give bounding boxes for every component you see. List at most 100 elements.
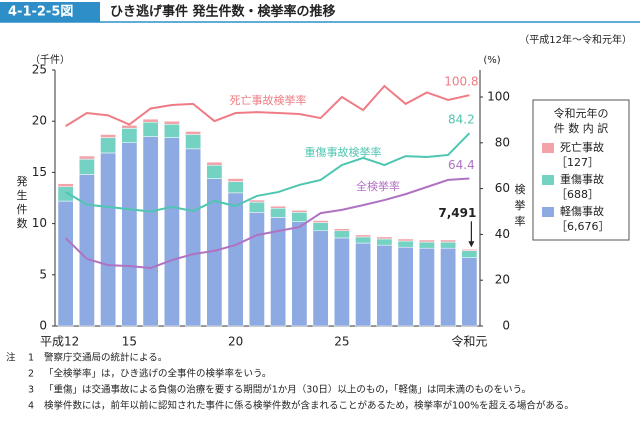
bar-segment [227,178,244,182]
bar-segment [78,174,95,327]
bar-segment [312,222,329,232]
bar-segment [376,244,393,327]
y2-tick-label: 60 [495,181,510,195]
y-label: 数 [17,217,28,230]
line-label: 全検挙率 [356,179,400,193]
bar-segment [291,221,308,327]
y2-tick-label: 20 [495,273,510,287]
bar-segment [418,241,435,249]
bar-segment [440,239,457,243]
y-tick-label: 20 [32,114,47,128]
bar-segment [57,183,74,187]
arrow-head [468,241,475,248]
bar-segment [142,136,159,327]
bar-segment [291,212,308,222]
figure-number: 4-1-2-5図 [8,5,73,20]
bar-segment [163,124,180,138]
y-tick-label: 15 [32,165,47,179]
note: 「全検挙率」は，ひき逃げの全事件の検挙率をいう。 [44,368,271,380]
y2-label: 率 [515,214,526,228]
bar-segment [206,161,223,166]
y-label: 生 [17,188,28,202]
bar-segment [185,131,202,135]
value-label: 64.4 [448,158,475,172]
y-tick-label: 5 [39,267,47,281]
note: 3 [28,385,34,396]
legend-label: 軽傷事故 [560,204,604,218]
bar-segment [100,134,117,138]
y2-tick-label: 0 [502,319,510,333]
bar-segment [163,120,180,125]
y-label: 件 [17,203,28,216]
bar-segment [142,118,159,123]
y2-tick-label: 40 [495,227,510,241]
bar-segment [376,238,393,246]
note: 注 [6,352,16,364]
bar-segment [397,238,414,242]
y2-tick-label: 80 [495,135,510,149]
bar-segment [78,158,95,175]
bar-segment [121,128,138,143]
bar-segment [100,137,117,154]
bar-segment [440,241,457,249]
bar-segment [270,207,287,218]
note: 警察庁交通局の統計による。 [44,352,167,364]
bar-segment [248,201,265,213]
bar-segment [206,164,223,179]
total-label: 7,491 [438,206,476,220]
y-label: 発 [17,174,28,188]
line-label: 死亡事故検挙率 [230,93,307,107]
bar-segment [270,205,287,209]
bar-segment [185,134,202,150]
bar-segment [78,155,95,160]
bar-segment [397,246,414,327]
legend-count: ［127］ [556,156,599,169]
bar-segment [227,181,244,194]
bar-segment [333,230,350,239]
bar-segment [376,236,393,240]
y-unit: （千件） [30,54,70,66]
bar-segment [355,234,372,238]
y2-label: 挙 [515,199,526,212]
y2-tick-label: 100 [487,90,510,104]
x-tick-label: 25 [334,335,349,349]
value-label: 100.8 [444,75,478,89]
legend-box [532,99,630,241]
bar-segment [185,148,202,327]
bar-segment [121,125,138,129]
bar-segment [57,200,74,327]
legend-title: 件 数 内 訳 [554,121,609,135]
bar-segment [57,186,74,202]
note: 「重傷」は交通事故による負傷の治療を要する期間が1か月（30日）以上のもの，「軽… [44,384,531,396]
bar-segment [418,247,435,327]
legend-count: ［688］ [556,188,599,201]
x-tick-label: 20 [228,335,243,349]
bar-segment [355,236,372,244]
line-label: 重傷事故検挙率 [305,145,382,159]
bar-segment [270,217,287,327]
note: 1 [28,353,34,364]
x-tick-label: 令和元 [451,334,487,349]
legend-swatch [542,175,554,185]
bar-segment [461,249,478,251]
y-tick-label: 10 [32,216,47,230]
bar-segment [312,220,329,223]
line [65,132,471,213]
line [64,177,470,270]
bar-segment [142,121,159,137]
legend-swatch [542,207,554,217]
x-tick-label: 15 [122,335,137,349]
bar-segment [333,237,350,327]
bar-segment [461,250,478,258]
bar-segment [100,152,117,327]
legend-label: 重傷事故 [560,172,604,186]
legend-swatch [542,143,554,153]
bar-segment [355,242,372,327]
bar-segment [163,137,180,327]
bar-segment [248,212,265,327]
bar-segment [312,230,329,327]
legend-title: 令和元年の [554,106,609,120]
bar-segment [227,192,244,327]
bar-segment [397,240,414,248]
